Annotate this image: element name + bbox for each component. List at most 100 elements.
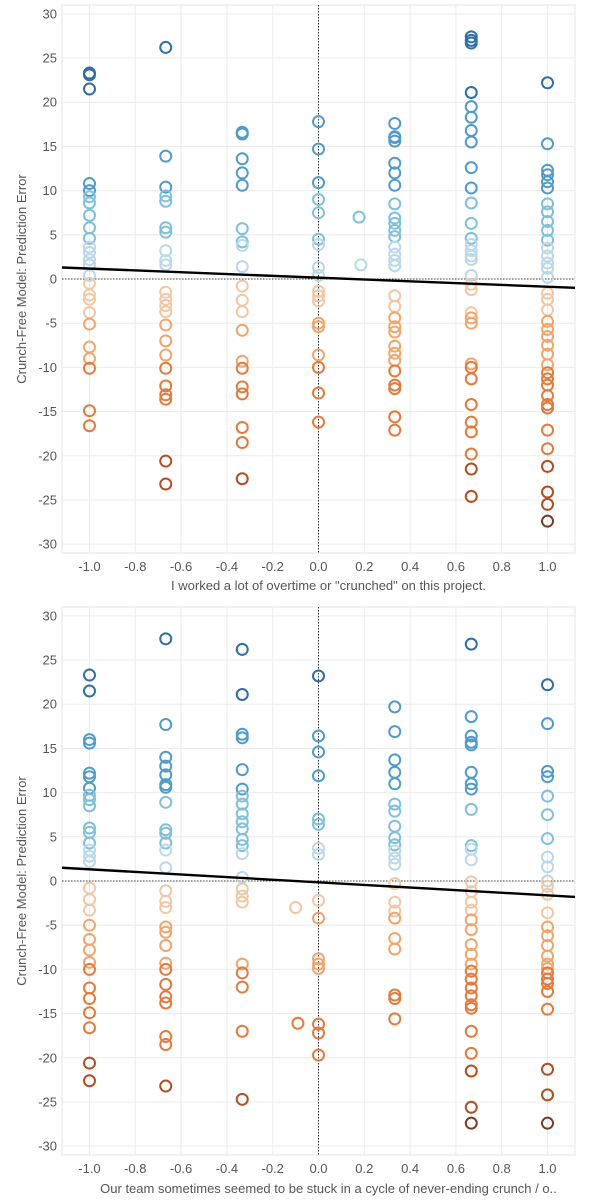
- data-point[interactable]: [82, 918, 96, 932]
- data-point[interactable]: [82, 419, 96, 433]
- data-point[interactable]: [541, 223, 555, 237]
- data-point[interactable]: [541, 678, 555, 692]
- data-point[interactable]: [82, 288, 96, 302]
- data-point[interactable]: [235, 966, 249, 980]
- data-point[interactable]: [235, 980, 249, 994]
- data-point[interactable]: [388, 904, 402, 918]
- data-point[interactable]: [464, 782, 478, 796]
- data-point[interactable]: [159, 750, 173, 764]
- data-point[interactable]: [541, 929, 555, 943]
- data-point[interactable]: [541, 879, 555, 893]
- data-point[interactable]: [159, 348, 173, 362]
- data-point[interactable]: [235, 323, 249, 337]
- data-point[interactable]: [291, 1016, 305, 1030]
- data-point[interactable]: [388, 423, 402, 437]
- data-point[interactable]: [312, 320, 325, 334]
- data-point[interactable]: [82, 1021, 96, 1035]
- data-point[interactable]: [159, 477, 173, 491]
- data-point[interactable]: [388, 116, 402, 130]
- data-point[interactable]: [82, 962, 96, 976]
- data-point[interactable]: [541, 1088, 555, 1102]
- data-point[interactable]: [541, 197, 555, 211]
- data-point[interactable]: [235, 472, 249, 486]
- data-point[interactable]: [312, 745, 325, 759]
- data-point[interactable]: [464, 903, 478, 917]
- data-point[interactable]: [82, 184, 96, 198]
- data-point[interactable]: [159, 884, 173, 898]
- data-point[interactable]: [388, 378, 402, 392]
- data-point[interactable]: [235, 127, 249, 141]
- data-point[interactable]: [541, 514, 555, 528]
- data-point[interactable]: [388, 259, 402, 273]
- data-point[interactable]: [464, 135, 478, 149]
- data-point[interactable]: [388, 819, 402, 833]
- data-point[interactable]: [312, 847, 325, 861]
- data-point[interactable]: [235, 305, 249, 319]
- data-point[interactable]: [464, 36, 478, 50]
- data-point[interactable]: [541, 215, 555, 229]
- data-point[interactable]: [541, 497, 555, 511]
- data-point[interactable]: [388, 942, 402, 956]
- data-point[interactable]: [82, 240, 96, 254]
- data-point[interactable]: [541, 423, 555, 437]
- data-point[interactable]: [464, 981, 478, 995]
- data-point[interactable]: [159, 920, 173, 934]
- data-point[interactable]: [388, 364, 402, 378]
- data-point[interactable]: [464, 998, 478, 1012]
- data-point[interactable]: [541, 175, 555, 189]
- data-point[interactable]: [235, 782, 249, 796]
- data-point[interactable]: [82, 177, 96, 191]
- data-point[interactable]: [312, 176, 325, 190]
- data-point[interactable]: [388, 134, 402, 148]
- data-point[interactable]: [464, 316, 478, 330]
- data-point[interactable]: [235, 380, 249, 394]
- data-point[interactable]: [312, 962, 325, 976]
- data-point[interactable]: [159, 225, 173, 239]
- data-point[interactable]: [159, 305, 173, 319]
- data-point[interactable]: [541, 485, 555, 499]
- data-point[interactable]: [235, 763, 249, 777]
- data-point[interactable]: [541, 205, 555, 219]
- data-point[interactable]: [464, 938, 478, 952]
- data-point[interactable]: [159, 1079, 173, 1093]
- data-point[interactable]: [235, 847, 249, 861]
- data-point[interactable]: [388, 311, 402, 325]
- data-point[interactable]: [235, 797, 249, 811]
- data-point[interactable]: [159, 768, 173, 782]
- data-point[interactable]: [159, 826, 173, 840]
- data-point[interactable]: [388, 216, 402, 230]
- data-point[interactable]: [464, 710, 478, 724]
- data-point[interactable]: [82, 1056, 96, 1070]
- data-point[interactable]: [388, 700, 402, 714]
- data-point[interactable]: [464, 268, 478, 282]
- data-point[interactable]: [82, 196, 96, 210]
- data-point[interactable]: [82, 903, 96, 917]
- data-point[interactable]: [388, 197, 402, 211]
- data-point[interactable]: [388, 339, 402, 353]
- data-point[interactable]: [464, 372, 478, 386]
- data-point[interactable]: [82, 253, 96, 267]
- data-point[interactable]: [235, 839, 249, 853]
- data-point[interactable]: [82, 736, 96, 750]
- data-point[interactable]: [312, 284, 325, 298]
- data-point[interactable]: [159, 318, 173, 332]
- data-point[interactable]: [541, 358, 555, 372]
- data-point[interactable]: [235, 387, 249, 401]
- data-point[interactable]: [464, 216, 478, 230]
- data-point[interactable]: [235, 895, 249, 909]
- data-point[interactable]: [235, 238, 249, 252]
- data-point[interactable]: [159, 221, 173, 235]
- data-point[interactable]: [82, 361, 96, 375]
- data-point[interactable]: [159, 996, 173, 1010]
- data-point[interactable]: [541, 850, 555, 864]
- data-point[interactable]: [541, 322, 555, 336]
- data-point[interactable]: [312, 817, 325, 831]
- data-point[interactable]: [159, 361, 173, 375]
- data-point[interactable]: [82, 955, 96, 969]
- data-point[interactable]: [235, 420, 249, 434]
- data-point[interactable]: [464, 729, 478, 743]
- data-point[interactable]: [464, 161, 478, 175]
- data-point[interactable]: [541, 256, 555, 270]
- data-point[interactable]: [464, 124, 478, 138]
- data-point[interactable]: [464, 1100, 478, 1114]
